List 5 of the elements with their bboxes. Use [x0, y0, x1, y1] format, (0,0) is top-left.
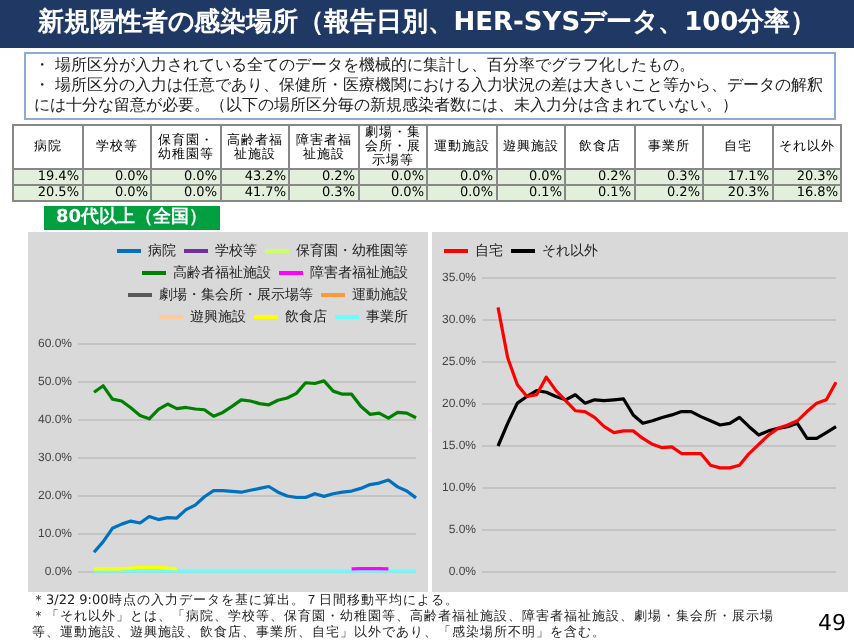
text: 49: [818, 610, 846, 636]
chart-subtitle: 80代以上（全国）: [44, 206, 220, 230]
text: ・ 場所区分が入力されている全てのデータを機械的に集計し、百分率でグラフ化したもの。: [34, 56, 698, 76]
text: 新規陽性者の感染場所（報告日別、HER-SYSデータ、100分率）: [0, 0, 854, 48]
text: ・ 場所区分の入力は任意であり、保健所・医療機関における入力状況の差は大きいこと等から、データの解釈には十分な留意が必要。（以下の場所区分毎の新規感染者数には、未入力分は含まれていない。）: [34, 76, 826, 116]
